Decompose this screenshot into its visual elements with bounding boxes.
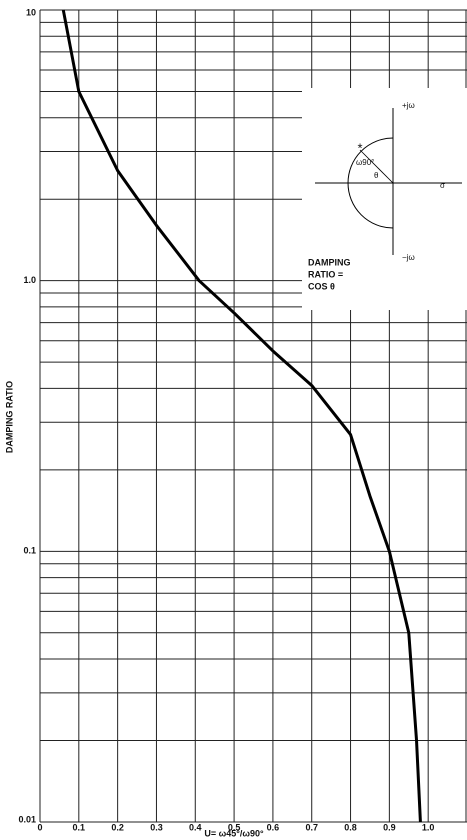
y-tick-label: 0.1 bbox=[23, 546, 36, 556]
semicircle bbox=[347, 137, 394, 229]
x-tick-label: 0.8 bbox=[344, 822, 357, 832]
theta: θ bbox=[374, 171, 379, 180]
x-tick-label: 1.0 bbox=[422, 822, 435, 832]
caption: COS θ bbox=[308, 281, 335, 291]
inset-bg bbox=[302, 88, 467, 310]
plus-jw: +jω bbox=[402, 101, 415, 110]
x-axis-label: U= ω45°/ω90° bbox=[204, 828, 264, 838]
w90: ω90° bbox=[356, 158, 374, 167]
x-tick-label: 0.4 bbox=[189, 822, 202, 832]
x-tick-label: 0.7 bbox=[305, 822, 318, 832]
inset: * +jω −jω σ ω90° θ DAMPING RATIO = COS θ bbox=[302, 88, 467, 310]
y-tick-label: 10 bbox=[26, 7, 36, 17]
x-tick-label: 0.2 bbox=[111, 822, 124, 832]
x-tick-label: 0.9 bbox=[383, 822, 396, 832]
y-axis-label: DAMPING RATIO bbox=[4, 381, 14, 453]
pole-star: * bbox=[357, 140, 362, 155]
x-tick-label: 0.6 bbox=[267, 822, 280, 832]
curve bbox=[61, 9, 422, 823]
x-tick-label: 0 bbox=[37, 822, 42, 832]
y-tick-label: 1.0 bbox=[23, 275, 36, 285]
x-tick-label: 0.5 bbox=[228, 822, 241, 832]
caption: RATIO = bbox=[308, 269, 343, 279]
x-tick-label: 0.1 bbox=[73, 822, 86, 832]
radius bbox=[359, 149, 394, 184]
x-tick-label: 0.3 bbox=[150, 822, 163, 832]
caption: DAMPING bbox=[308, 257, 351, 267]
y-tick-label: 0.01 bbox=[18, 814, 36, 824]
sigma: σ bbox=[440, 181, 445, 190]
minus-jw: −jω bbox=[402, 253, 415, 262]
